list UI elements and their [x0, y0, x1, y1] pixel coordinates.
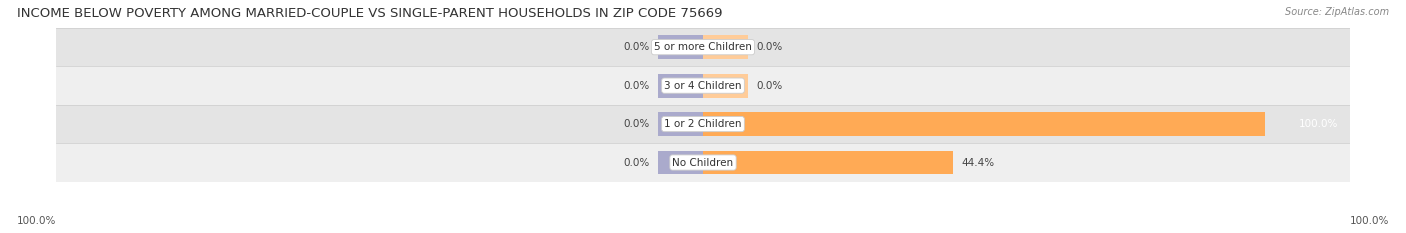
Text: INCOME BELOW POVERTY AMONG MARRIED-COUPLE VS SINGLE-PARENT HOUSEHOLDS IN ZIP COD: INCOME BELOW POVERTY AMONG MARRIED-COUPL… [17, 7, 723, 20]
Text: Source: ZipAtlas.com: Source: ZipAtlas.com [1285, 7, 1389, 17]
Text: 5 or more Children: 5 or more Children [654, 42, 752, 52]
Text: 0.0%: 0.0% [756, 42, 783, 52]
Bar [658, 151, 703, 175]
Text: 100.0%: 100.0% [1299, 119, 1339, 129]
Bar [56, 66, 1350, 105]
Text: 3 or 4 Children: 3 or 4 Children [664, 81, 742, 91]
Text: 100.0%: 100.0% [17, 216, 56, 226]
Text: 1 or 2 Children: 1 or 2 Children [664, 119, 742, 129]
Text: No Children: No Children [672, 158, 734, 168]
Text: 0.0%: 0.0% [623, 81, 650, 91]
Text: 0.0%: 0.0% [623, 158, 650, 168]
Bar [703, 112, 1265, 136]
Text: 0.0%: 0.0% [623, 119, 650, 129]
Bar [56, 28, 1350, 66]
Text: 0.0%: 0.0% [623, 42, 650, 52]
Bar [56, 143, 1350, 182]
Bar [703, 74, 748, 98]
Bar [703, 151, 953, 175]
Bar [658, 112, 703, 136]
Text: 100.0%: 100.0% [1350, 216, 1389, 226]
Bar [703, 35, 748, 59]
Bar [56, 105, 1350, 143]
Text: 44.4%: 44.4% [962, 158, 994, 168]
Bar [658, 74, 703, 98]
Text: 0.0%: 0.0% [756, 81, 783, 91]
Bar [658, 35, 703, 59]
